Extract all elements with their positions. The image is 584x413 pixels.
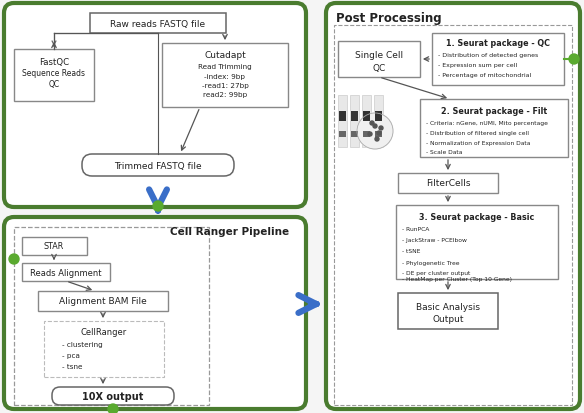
Text: 10X output: 10X output: [82, 391, 144, 401]
Bar: [375, 132, 382, 138]
Circle shape: [370, 122, 374, 126]
Text: Read Trimming: Read Trimming: [198, 64, 252, 70]
Text: -index: 9bp: -index: 9bp: [204, 74, 245, 80]
Circle shape: [368, 133, 372, 137]
Bar: [339, 132, 346, 138]
Bar: [432, 34, 564, 86]
Bar: [363, 132, 370, 138]
Text: - Phylogenetic Tree: - Phylogenetic Tree: [402, 260, 460, 265]
Bar: [351, 132, 358, 138]
Bar: [420, 100, 568, 158]
Text: FastQC: FastQC: [39, 57, 69, 66]
Text: Cutadapt: Cutadapt: [204, 50, 246, 59]
Text: -read1: 27bp: -read1: 27bp: [201, 83, 248, 89]
Bar: [363, 112, 370, 122]
Circle shape: [377, 132, 381, 136]
Bar: [351, 112, 358, 122]
Circle shape: [153, 202, 163, 211]
Text: STAR: STAR: [44, 242, 64, 251]
Circle shape: [357, 114, 393, 150]
Text: Trimmed FASTQ file: Trimmed FASTQ file: [114, 161, 202, 170]
Text: - tsne: - tsne: [62, 363, 82, 369]
Bar: [398, 173, 498, 194]
FancyBboxPatch shape: [4, 218, 306, 409]
Circle shape: [569, 55, 579, 65]
Text: - Percentage of mitochondrial: - Percentage of mitochondrial: [438, 74, 531, 78]
Bar: [374, 96, 383, 147]
Text: Raw reads FASTQ file: Raw reads FASTQ file: [110, 19, 206, 28]
Text: - Criteria: nGene, nUMI, Mito percentage: - Criteria: nGene, nUMI, Mito percentage: [426, 120, 548, 125]
Text: - DE per cluster output: - DE per cluster output: [402, 270, 470, 275]
Bar: [339, 112, 346, 122]
Bar: [334, 26, 572, 405]
Circle shape: [9, 254, 19, 264]
Bar: [38, 291, 168, 311]
Bar: [14, 50, 94, 102]
Text: - Scale Data: - Scale Data: [426, 150, 463, 155]
Text: Output: Output: [432, 315, 464, 324]
Text: QC: QC: [373, 63, 385, 72]
Circle shape: [108, 404, 118, 413]
Text: Reads Alignment: Reads Alignment: [30, 268, 102, 277]
Text: Cell Ranger Pipeline: Cell Ranger Pipeline: [171, 226, 290, 236]
Circle shape: [373, 125, 377, 129]
FancyBboxPatch shape: [4, 4, 306, 207]
Bar: [350, 96, 359, 147]
Text: Alignment BAM File: Alignment BAM File: [59, 297, 147, 306]
Text: read2: 99bp: read2: 99bp: [203, 92, 247, 98]
Text: 3. Seurat package - Basic: 3. Seurat package - Basic: [419, 213, 534, 222]
Text: - tSNE: - tSNE: [402, 249, 420, 254]
Circle shape: [379, 127, 383, 131]
Text: Sequence Reads: Sequence Reads: [23, 69, 85, 78]
Bar: [22, 263, 110, 281]
Bar: [22, 237, 87, 255]
Text: - Expression sum per cell: - Expression sum per cell: [438, 63, 517, 68]
FancyBboxPatch shape: [52, 387, 174, 405]
Text: - HeatMap per Cluster (Top 10 Gene): - HeatMap per Cluster (Top 10 Gene): [402, 277, 512, 282]
Bar: [362, 96, 371, 147]
Bar: [338, 42, 420, 78]
Bar: [396, 206, 558, 279]
Text: - Distribution of detected genes: - Distribution of detected genes: [438, 53, 538, 58]
Bar: [338, 96, 347, 147]
Text: Single Cell: Single Cell: [355, 50, 403, 59]
FancyBboxPatch shape: [82, 154, 234, 177]
Text: - Distribution of filtered single cell: - Distribution of filtered single cell: [426, 130, 529, 135]
Text: Post Processing: Post Processing: [336, 12, 442, 24]
Text: FilterCells: FilterCells: [426, 179, 470, 188]
FancyBboxPatch shape: [326, 4, 580, 409]
Text: CellRanger: CellRanger: [81, 328, 127, 337]
Text: - pca: - pca: [62, 352, 80, 358]
Bar: [14, 228, 209, 405]
Text: 2. Seurat package - Filt: 2. Seurat package - Filt: [441, 106, 547, 115]
Bar: [90, 14, 226, 34]
Bar: [398, 293, 498, 329]
Text: - JackStraw - PCElbow: - JackStraw - PCElbow: [402, 238, 467, 243]
Text: Basic Analysis: Basic Analysis: [416, 303, 480, 312]
Text: - RunPCA: - RunPCA: [402, 227, 429, 232]
Text: - clustering: - clustering: [62, 341, 103, 347]
Bar: [44, 321, 164, 377]
Bar: [375, 112, 382, 122]
Circle shape: [375, 138, 379, 142]
Text: QC: QC: [48, 79, 60, 88]
Text: - Normalization of Expression Data: - Normalization of Expression Data: [426, 140, 530, 145]
Text: 1. Seurat package - QC: 1. Seurat package - QC: [446, 39, 550, 48]
Bar: [162, 44, 288, 108]
